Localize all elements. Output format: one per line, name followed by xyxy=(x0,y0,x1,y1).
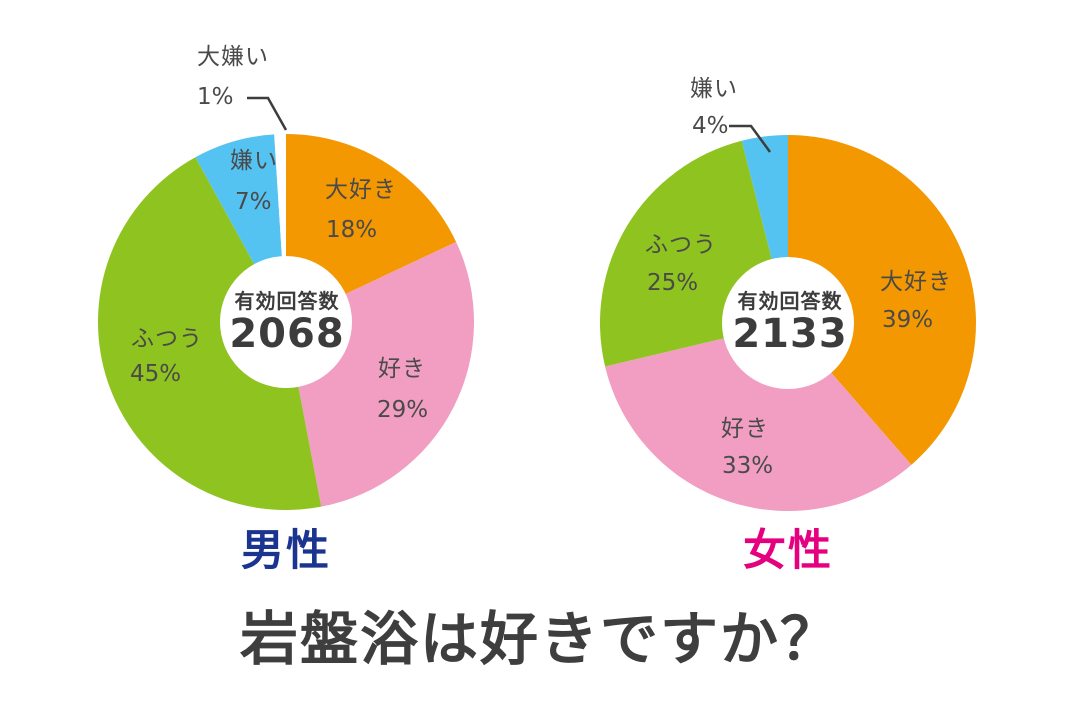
male-label-love: 大好き xyxy=(325,177,397,203)
donut-hole xyxy=(220,256,352,388)
female-valid-responses-label: 有効回答数 xyxy=(737,289,843,313)
pie-slice-大好き xyxy=(788,135,976,465)
male-pct-dislike: 7% xyxy=(235,189,272,215)
female-label-love: 大好き xyxy=(880,269,952,295)
male-valid-responses-label: 有効回答数 xyxy=(234,289,340,313)
female-pct-like: 33% xyxy=(722,453,774,479)
male-label-like: 好き xyxy=(378,356,426,382)
male-valid-responses-value: 2068 xyxy=(229,311,345,357)
male-label-hate: 大嫌い xyxy=(197,44,269,70)
female-pct-dislike: 4% xyxy=(692,113,729,139)
male-label-neutral: ふつう xyxy=(131,326,203,352)
female-label-neutral: ふつう xyxy=(645,232,717,258)
female-label-like: 好き xyxy=(721,416,769,442)
donut-chart-female xyxy=(600,135,976,511)
male-pct-neutral: 45% xyxy=(130,361,182,387)
donut-chart-male xyxy=(98,134,474,510)
female-label-dislike: 嫌い xyxy=(690,76,738,102)
male-chart-title: 男性 xyxy=(241,526,331,576)
male-pct-hate: 1% xyxy=(197,84,234,110)
female-valid-responses-value: 2133 xyxy=(732,311,848,357)
female-pct-neutral: 25% xyxy=(647,270,699,296)
donut-hole xyxy=(722,257,854,389)
female-pct-love: 39% xyxy=(882,307,934,333)
page-title: 岩盤浴は好きですか？ xyxy=(239,605,840,673)
pie-slice-ふつう xyxy=(98,157,322,510)
male-pct-like: 29% xyxy=(377,397,429,423)
male-pct-love: 18% xyxy=(326,217,378,243)
callout-line-male-hate xyxy=(247,96,288,131)
pie-slice-好き xyxy=(605,323,912,511)
male-label-dislike: 嫌い xyxy=(230,148,278,174)
female-chart-title: 女性 xyxy=(743,526,833,576)
